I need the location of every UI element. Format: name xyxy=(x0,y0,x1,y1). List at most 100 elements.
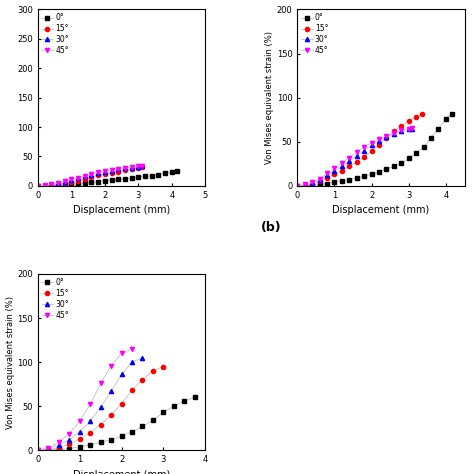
15° xyxy=(77,436,82,442)
15° xyxy=(129,166,135,172)
15° xyxy=(42,182,47,188)
Line: 45°: 45° xyxy=(36,164,144,188)
45° xyxy=(129,346,135,352)
45° xyxy=(108,363,114,368)
15° xyxy=(136,165,141,171)
30° xyxy=(42,182,47,188)
0° xyxy=(406,155,411,161)
0° xyxy=(115,176,121,182)
30° xyxy=(35,447,41,453)
15° xyxy=(56,445,62,450)
15° xyxy=(48,182,54,188)
15° xyxy=(66,441,72,447)
0° xyxy=(129,175,135,181)
45° xyxy=(69,176,74,182)
0° xyxy=(48,182,54,188)
30° xyxy=(317,177,322,182)
30° xyxy=(69,177,74,183)
30° xyxy=(108,388,114,394)
0° xyxy=(331,180,337,185)
0° xyxy=(42,183,47,189)
0° xyxy=(98,439,103,445)
0° xyxy=(35,447,41,453)
15° xyxy=(118,401,124,406)
30° xyxy=(140,355,146,361)
Line: 30°: 30° xyxy=(36,356,145,452)
30° xyxy=(346,158,352,164)
Line: 30°: 30° xyxy=(36,164,144,188)
30° xyxy=(75,175,81,181)
30° xyxy=(66,437,72,443)
15° xyxy=(140,377,146,383)
30° xyxy=(55,181,61,186)
0° xyxy=(354,175,360,181)
Line: 45°: 45° xyxy=(36,347,134,452)
0° xyxy=(89,180,94,185)
0° xyxy=(162,171,168,176)
45° xyxy=(75,175,81,181)
30° xyxy=(383,135,389,140)
30° xyxy=(82,173,88,179)
15° xyxy=(115,169,121,174)
15° xyxy=(161,364,166,369)
15° xyxy=(62,180,67,186)
15° xyxy=(108,412,114,418)
45° xyxy=(376,136,382,142)
0° xyxy=(309,182,315,188)
45° xyxy=(35,447,41,453)
0° xyxy=(136,174,141,180)
15° xyxy=(413,114,419,120)
0° xyxy=(443,116,449,122)
30° xyxy=(302,182,308,188)
0° xyxy=(169,169,174,174)
45° xyxy=(77,419,82,424)
0° xyxy=(142,173,148,179)
0° xyxy=(82,180,88,186)
0° xyxy=(302,182,308,188)
0° xyxy=(108,437,114,443)
30° xyxy=(95,170,101,176)
15° xyxy=(391,128,397,134)
30° xyxy=(98,404,103,410)
X-axis label: Displacement (mm): Displacement (mm) xyxy=(73,470,170,474)
15° xyxy=(346,164,352,169)
0° xyxy=(413,150,419,156)
30° xyxy=(136,164,141,170)
30° xyxy=(62,179,67,184)
0° xyxy=(174,168,180,173)
15° xyxy=(69,179,74,184)
15° xyxy=(139,164,145,170)
0° xyxy=(361,173,367,179)
45° xyxy=(324,171,330,176)
30° xyxy=(48,182,54,188)
45° xyxy=(46,445,51,450)
Line: 45°: 45° xyxy=(295,126,415,188)
45° xyxy=(383,133,389,138)
30° xyxy=(324,173,330,178)
15° xyxy=(82,176,88,182)
30° xyxy=(354,153,360,159)
0° xyxy=(161,410,166,415)
0° xyxy=(69,182,74,187)
15° xyxy=(419,111,425,117)
Line: 15°: 15° xyxy=(36,365,165,452)
15° xyxy=(354,159,360,165)
15° xyxy=(35,447,41,453)
0° xyxy=(369,172,374,177)
15° xyxy=(109,170,114,176)
45° xyxy=(55,180,61,186)
Y-axis label: Von Mises equivalent strain (%): Von Mises equivalent strain (%) xyxy=(6,296,15,428)
Line: 30°: 30° xyxy=(295,127,415,188)
0° xyxy=(399,160,404,166)
30° xyxy=(294,183,300,189)
45° xyxy=(42,182,47,188)
30° xyxy=(399,128,404,134)
0° xyxy=(324,181,330,186)
15° xyxy=(302,182,308,188)
30° xyxy=(109,168,114,173)
0° xyxy=(182,398,187,404)
0° xyxy=(75,181,81,187)
0° xyxy=(62,182,67,188)
15° xyxy=(129,388,135,393)
0° xyxy=(56,447,62,452)
